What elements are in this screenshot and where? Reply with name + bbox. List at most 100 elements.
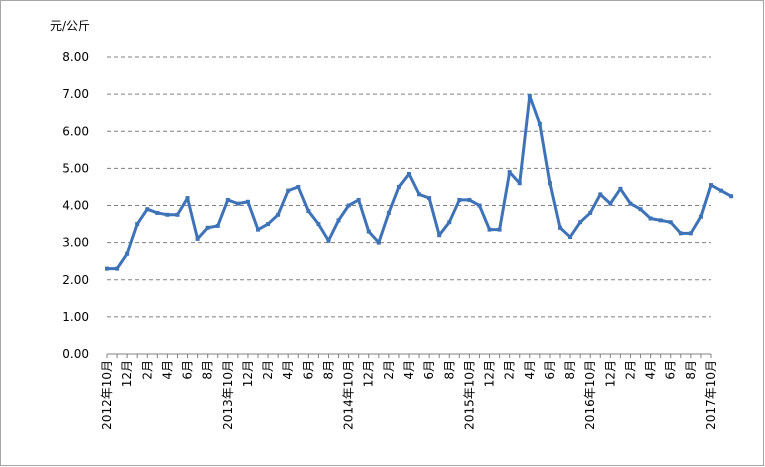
y-tick-label: 2.00 xyxy=(62,273,89,287)
marker xyxy=(155,210,160,215)
marker xyxy=(527,93,532,98)
y-tick-label: 5.00 xyxy=(62,161,89,175)
marker xyxy=(658,218,663,223)
x-tick-label: 12月 xyxy=(362,360,376,387)
x-tick-label: 6月 xyxy=(181,360,195,380)
marker xyxy=(356,197,361,202)
marker xyxy=(256,227,260,232)
x-tick-label: 8月 xyxy=(201,360,215,380)
marker xyxy=(588,210,593,215)
marker xyxy=(235,201,240,206)
marker xyxy=(547,181,552,186)
marker xyxy=(336,218,341,223)
marker xyxy=(316,222,321,227)
x-tick-label: 4月 xyxy=(644,360,658,380)
marker xyxy=(245,199,250,204)
x-tick-label: 2012年10月 xyxy=(100,360,114,430)
x-tick-label: 4月 xyxy=(160,360,174,380)
x-tick-label: 6月 xyxy=(301,360,315,380)
marker xyxy=(427,196,432,201)
marker xyxy=(437,233,442,238)
marker xyxy=(205,225,210,230)
marker xyxy=(618,186,623,191)
marker xyxy=(507,170,512,175)
marker xyxy=(366,229,371,234)
marker xyxy=(175,212,180,217)
marker xyxy=(276,212,281,217)
marker xyxy=(578,220,583,225)
y-tick-label: 1.00 xyxy=(62,310,89,324)
marker xyxy=(215,223,220,228)
marker xyxy=(709,183,713,188)
x-tick-label: 2月 xyxy=(261,360,275,380)
y-tick-label: 8.00 xyxy=(62,50,89,64)
x-tick-label: 6月 xyxy=(664,360,678,380)
marker xyxy=(497,227,502,232)
marker xyxy=(517,181,522,186)
marker xyxy=(326,238,331,243)
y-tick-label: 3.00 xyxy=(62,236,89,250)
marker xyxy=(457,197,462,202)
x-tick-label: 2014年10月 xyxy=(342,360,356,430)
x-tick-label: 4月 xyxy=(281,360,295,380)
marker xyxy=(698,214,703,219)
x-tick-label: 2017年10月 xyxy=(704,360,718,430)
marker xyxy=(648,216,653,221)
x-tick-label: 8月 xyxy=(442,360,456,380)
x-tick-label: 12月 xyxy=(603,360,617,387)
marker xyxy=(346,203,351,208)
x-tick-label: 2月 xyxy=(140,360,154,380)
marker xyxy=(628,201,633,206)
marker xyxy=(447,220,452,225)
marker xyxy=(105,266,109,271)
marker xyxy=(668,220,673,225)
marker xyxy=(296,184,301,189)
marker xyxy=(719,188,724,193)
x-tick-label: 2月 xyxy=(623,360,637,380)
marker xyxy=(477,203,482,208)
x-tick-label: 2月 xyxy=(382,360,396,380)
x-tick-label: 12月 xyxy=(120,360,134,387)
marker xyxy=(396,184,401,189)
marker xyxy=(286,188,291,193)
y-axis-label: 元/公斤 xyxy=(50,19,90,33)
y-tick-label: 4.00 xyxy=(62,199,89,213)
marker xyxy=(225,197,230,202)
marker xyxy=(376,240,381,245)
x-tick-label: 8月 xyxy=(563,360,577,380)
marker xyxy=(608,201,613,206)
marker xyxy=(417,192,422,197)
marker xyxy=(125,251,130,256)
marker xyxy=(386,210,391,215)
x-tick-label: 2013年10月 xyxy=(221,360,235,430)
x-tick-label: 2月 xyxy=(503,360,517,380)
marker xyxy=(729,194,734,199)
marker xyxy=(306,209,311,214)
x-tick-label: 4月 xyxy=(523,360,537,380)
marker xyxy=(467,197,472,202)
marker xyxy=(568,235,573,240)
marker xyxy=(195,236,200,241)
marker xyxy=(487,227,492,232)
x-tick-label: 4月 xyxy=(402,360,416,380)
marker xyxy=(678,231,683,236)
x-tick-label: 2016年10月 xyxy=(583,360,597,430)
marker xyxy=(145,207,150,212)
marker xyxy=(165,212,170,217)
y-tick-label: 6.00 xyxy=(62,124,89,138)
marker xyxy=(537,121,542,126)
marker xyxy=(185,196,190,201)
x-tick-label: 6月 xyxy=(543,360,557,380)
x-tick-label: 12月 xyxy=(241,360,255,387)
y-tick-label: 0.00 xyxy=(62,347,89,361)
x-tick-label: 8月 xyxy=(684,360,698,380)
marker xyxy=(598,192,603,197)
x-tick-label: 8月 xyxy=(321,360,335,380)
marker xyxy=(115,266,120,271)
y-tick-label: 7.00 xyxy=(62,87,89,101)
marker xyxy=(266,222,271,227)
marker xyxy=(558,225,562,230)
x-tick-label: 2015年10月 xyxy=(462,360,476,430)
x-tick-label: 12月 xyxy=(483,360,497,387)
